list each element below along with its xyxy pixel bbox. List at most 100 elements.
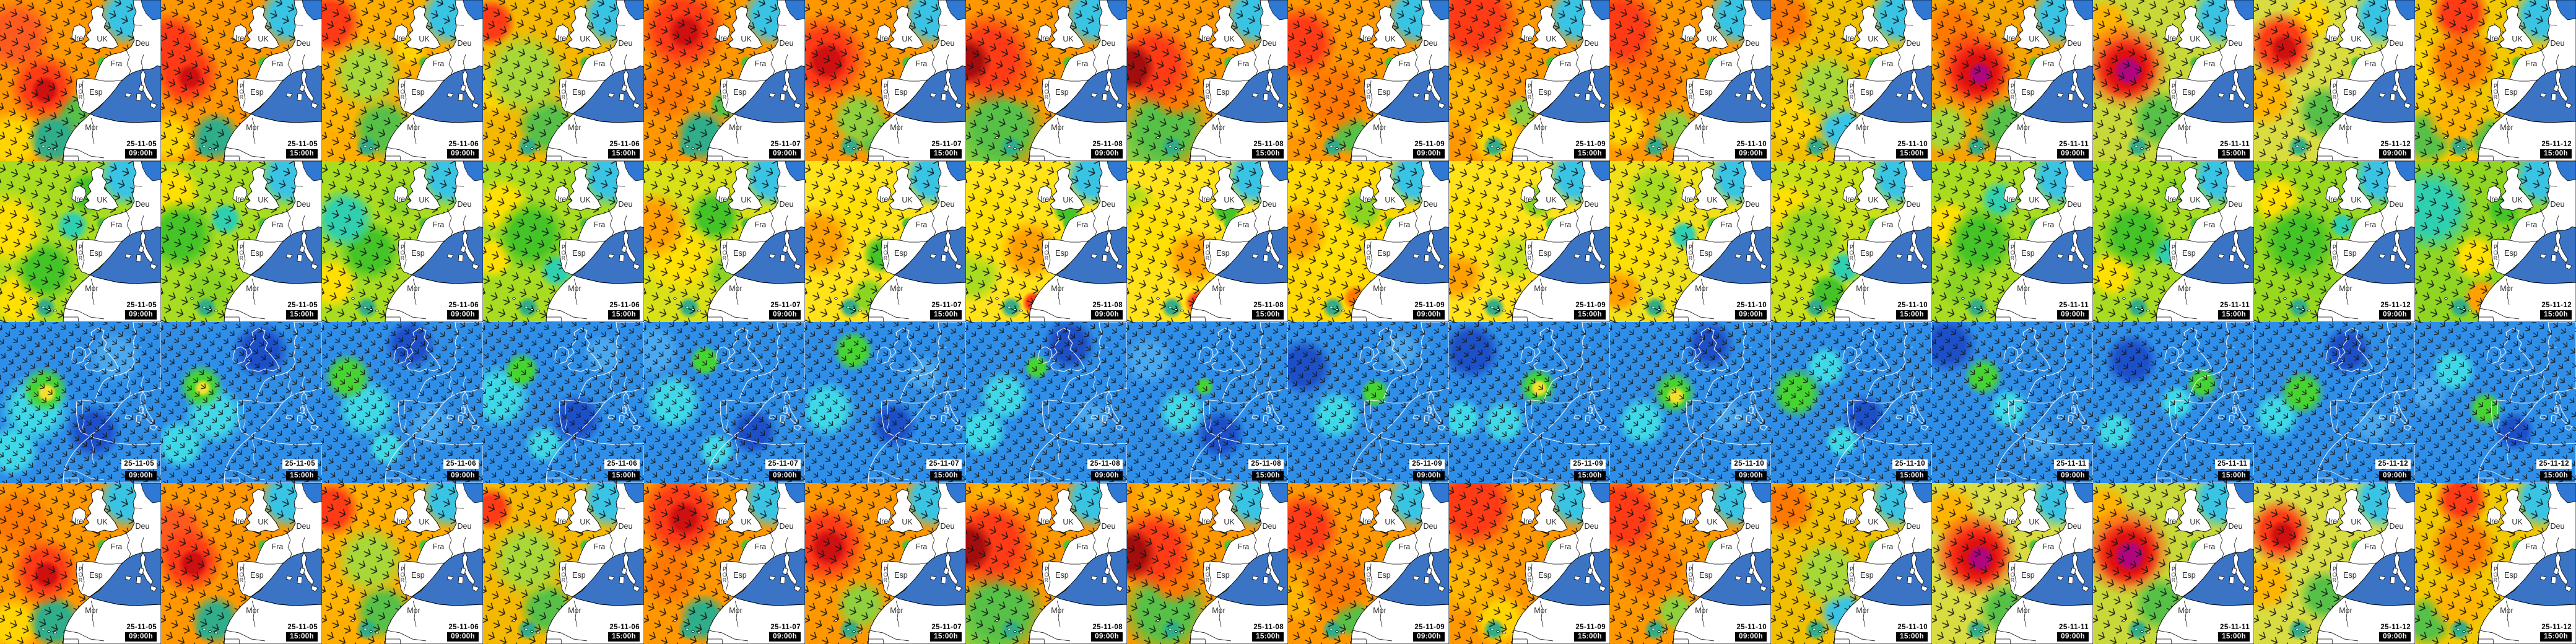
map-tile-wave-map-top-15[interactable]: Ire UK Deu Fra Esp P O R Mor 25-11-12 09:00h <box>2254 0 2415 161</box>
map-tile-wave-map-bottom-12[interactable]: Ire UK Deu Fra Esp P O R Mor 25-11-10 15:00h <box>1771 483 1932 644</box>
country-border <box>564 563 568 592</box>
map-tile-wave-map-bottom-14[interactable]: Ire UK Deu Fra Esp P O R Mor 25-11-11 15:00h <box>2093 483 2254 644</box>
island <box>1734 575 1742 581</box>
map-tile-wind-map-1[interactable]: 25-11-05 09:00h <box>0 322 161 483</box>
map-tile-wind-map-12[interactable]: 25-11-10 15:00h <box>1771 322 1932 483</box>
country-border <box>2317 638 2333 644</box>
map-tile-wave-map-top-10[interactable]: Ire UK Deu Fra Esp P O R Mor 25-11-09 15:00h <box>1449 0 1610 161</box>
map-tile-wave-map-top-13[interactable]: Ire UK Deu Fra Esp P O R Mor 25-11-11 09:00h <box>1932 0 2093 161</box>
island <box>1496 147 1500 150</box>
island <box>524 628 528 630</box>
map-tile-wave-map-bottom-10[interactable]: Ire UK Deu Fra Esp P O R Mor 25-11-09 15:00h <box>1449 483 1610 644</box>
map-tile-wave-map-top-5[interactable]: Ire UK Deu Fra Esp P O R Mor 25-11-07 09:00h <box>644 0 805 161</box>
map-tile-period-map-11[interactable]: Ire UK Deu Fra Esp P O R Mor 25-11-10 09:00h <box>1610 161 1771 322</box>
map-tile-wind-map-9[interactable]: 25-11-09 09:00h <box>1288 322 1449 483</box>
map-tile-period-map-4[interactable]: Ire UK Deu Fra Esp P O R Mor 25-11-06 15:00h <box>483 161 644 322</box>
island <box>995 619 999 622</box>
map-tile-wave-map-bottom-1[interactable]: Ire UK Deu Fra Esp P O R Mor 25-11-05 09:00h <box>0 483 161 644</box>
map-tile-period-map-12[interactable]: Ire UK Deu Fra Esp P O R Mor 25-11-10 15:00h <box>1771 161 1932 322</box>
map-tile-wave-map-top-1[interactable]: Ire UK Deu Fra Esp P O R Mor 25-11-05 09:00h <box>0 0 161 161</box>
country-border <box>2187 79 2216 82</box>
map-tile-wave-map-bottom-6[interactable]: Ire UK Deu Fra Esp P O R Mor 25-11-07 15:00h <box>805 483 966 644</box>
island <box>1263 254 1269 263</box>
map-tile-wind-map-4[interactable]: 25-11-06 15:00h <box>483 322 644 483</box>
map-tile-wave-map-bottom-11[interactable]: Ire UK Deu Fra Esp P O R Mor 25-11-10 09:00h <box>1610 483 1771 644</box>
island <box>2468 149 2472 151</box>
map-tile-wave-map-bottom-15[interactable]: Ire UK Deu Fra Esp P O R Mor 25-11-12 09:00h <box>2254 483 2415 644</box>
country-label-uk: UK <box>1063 518 1074 526</box>
island <box>2462 630 2466 633</box>
map-tile-wave-map-top-3[interactable]: Ire UK Deu Fra Esp P O R Mor 25-11-06 09:00h <box>322 0 483 161</box>
island <box>512 619 516 622</box>
map-tile-wind-map-15[interactable]: 25-11-12 09:00h <box>2254 322 2415 483</box>
map-tile-wave-map-bottom-4[interactable]: Ire UK Deu Fra Esp P O R Mor 25-11-06 15:00h <box>483 483 644 644</box>
map-tile-period-map-13[interactable]: Ire UK Deu Fra Esp P O R Mor 25-11-11 09:00h <box>1932 161 2093 322</box>
map-tile-wave-map-top-8[interactable]: Ire UK Deu Fra Esp P O R Mor 25-11-08 15:00h <box>1127 0 1288 161</box>
map-tile-period-map-15[interactable]: Ire UK Deu Fra Esp P O R Mor 25-11-12 09:00h <box>2254 161 2415 322</box>
country-border <box>2156 638 2172 644</box>
map-tile-wind-map-8[interactable]: 25-11-08 15:00h <box>1127 322 1288 483</box>
map-tile-period-map-8[interactable]: Ire UK Deu Fra Esp P O R Mor 25-11-08 15:00h <box>1127 161 1288 322</box>
map-tile-wave-map-top-12[interactable]: Ire UK Deu Fra Esp P O R Mor 25-11-10 15:00h <box>1771 0 1932 161</box>
map-tile-period-map-7[interactable]: Ire UK Deu Fra Esp P O R Mor 25-11-08 09:00h <box>966 161 1127 322</box>
map-tile-period-map-10[interactable]: Ire UK Deu Fra Esp P O R Mor 25-11-09 15:00h <box>1449 161 1610 322</box>
country-border <box>225 308 266 320</box>
map-tile-period-map-6[interactable]: Ire UK Deu Fra Esp P O R Mor 25-11-07 15:00h <box>805 161 966 322</box>
map-tile-wave-map-bottom-5[interactable]: Ire UK Deu Fra Esp P O R Mor 25-11-07 09:00h <box>644 483 805 644</box>
map-tile-wave-map-bottom-13[interactable]: Ire UK Deu Fra Esp P O R Mor 25-11-11 09:00h <box>1932 483 2093 644</box>
island <box>794 585 802 592</box>
map-tile-wind-map-14[interactable]: 25-11-11 15:00h <box>2093 322 2254 483</box>
country-label-france: Fra <box>594 59 606 68</box>
tile-time-label: 15:00h <box>1896 632 1928 642</box>
wind-arrows-layer <box>1610 322 1771 483</box>
map-tile-wind-map-5[interactable]: 25-11-07 09:00h <box>644 322 805 483</box>
map-tile-wave-map-top-16[interactable]: Ire UK Deu Fra Esp P O R Mor 25-11-12 15:00h <box>2415 0 2576 161</box>
map-tile-wind-map-3[interactable]: 25-11-06 09:00h <box>322 322 483 483</box>
map-tile-period-map-14[interactable]: Ire UK Deu Fra Esp P O R Mor 25-11-11 15:00h <box>2093 161 2254 322</box>
country-border <box>1217 278 1222 305</box>
map-tile-wave-map-top-14[interactable]: Ire UK Deu Fra Esp P O R Mor 25-11-11 15:00h <box>2093 0 2254 161</box>
island <box>697 149 701 151</box>
italy-landmass <box>1428 230 1442 263</box>
map-tile-period-map-5[interactable]: Ire UK Deu Fra Esp P O R Mor 25-11-07 09:00h <box>644 161 805 322</box>
ireland-landmass <box>876 185 892 203</box>
map-tile-wave-map-bottom-16[interactable]: Ire UK Deu Fra Esp P O R Mor 25-11-12 15:00h <box>2415 483 2576 644</box>
map-tile-wave-map-bottom-8[interactable]: Ire UK Deu Fra Esp P O R Mor 25-11-08 15:00h <box>1127 483 1288 644</box>
italy-landmass <box>2072 552 2086 585</box>
map-tile-wave-map-bottom-9[interactable]: Ire UK Deu Fra Esp P O R Mor 25-11-09 09:00h <box>1288 483 1449 644</box>
map-tile-wave-map-bottom-2[interactable]: Ire UK Deu Fra Esp P O R Mor 25-11-05 15:00h <box>161 483 322 644</box>
map-tile-wave-map-top-7[interactable]: Ire UK Deu Fra Esp P O R Mor 25-11-08 09:00h <box>966 0 1127 161</box>
map-tile-wave-map-top-2[interactable]: Ire UK Deu Fra Esp P O R Mor 25-11-05 15:00h <box>161 0 322 161</box>
map-tile-wave-map-top-6[interactable]: Ire UK Deu Fra Esp P O R Mor 25-11-07 15:00h <box>805 0 966 161</box>
map-tile-period-map-9[interactable]: Ire UK Deu Fra Esp P O R Mor 25-11-09 09:00h <box>1288 161 1449 322</box>
map-tile-wind-map-7[interactable]: 25-11-08 09:00h <box>966 322 1127 483</box>
ireland-landmass <box>2486 185 2502 203</box>
island <box>685 306 689 308</box>
map-tile-period-map-16[interactable]: Ire UK Deu Fra Esp P O R Mor 25-11-12 15:00h <box>2415 161 2576 322</box>
map-tile-wind-map-16[interactable]: 25-11-12 15:00h <box>2415 322 2576 483</box>
map-tile-wind-map-10[interactable]: 25-11-09 15:00h <box>1449 322 1610 483</box>
map-tile-wave-map-bottom-7[interactable]: Ire UK Deu Fra Esp P O R Mor 25-11-08 09:00h <box>966 483 1127 644</box>
island <box>1973 306 1977 308</box>
map-tile-wave-map-top-9[interactable]: Ire UK Deu Fra Esp P O R Mor 25-11-09 09:00h <box>1288 0 1449 161</box>
map-tile-wave-map-top-4[interactable]: Ire UK Deu Fra Esp P O R Mor 25-11-06 15:00h <box>483 0 644 161</box>
map-tile-wind-map-13[interactable]: 25-11-11 09:00h <box>1932 322 2093 483</box>
map-tile-wind-map-11[interactable]: 25-11-10 09:00h <box>1610 322 1771 483</box>
island <box>685 628 689 630</box>
tile-time-label: 15:00h <box>286 149 318 159</box>
map-tile-wave-map-bottom-3[interactable]: Ire UK Deu Fra Esp P O R Mor 25-11-06 09:00h <box>322 483 483 644</box>
tile-time-label: 15:00h <box>2218 471 2250 481</box>
map-tile-wave-map-top-11[interactable]: Ire UK Deu Fra Esp P O R Mor 25-11-10 09:00h <box>1610 0 1771 161</box>
map-tile-wind-map-2[interactable]: 25-11-05 15:00h <box>161 322 322 483</box>
map-tile-wind-map-6[interactable]: 25-11-07 15:00h <box>805 322 966 483</box>
map-tile-period-map-1[interactable]: Ire UK Deu Fra Esp P O R Mor 25-11-05 09:00h <box>0 161 161 322</box>
map-tile-period-map-2[interactable]: Ire UK Deu Fra Esp P O R Mor 25-11-05 15:00h <box>161 161 322 322</box>
country-border <box>2335 563 2339 592</box>
map-tile-period-map-3[interactable]: Ire UK Deu Fra Esp P O R Mor 25-11-06 09:00h <box>322 161 483 322</box>
europe-landmass <box>76 0 161 115</box>
